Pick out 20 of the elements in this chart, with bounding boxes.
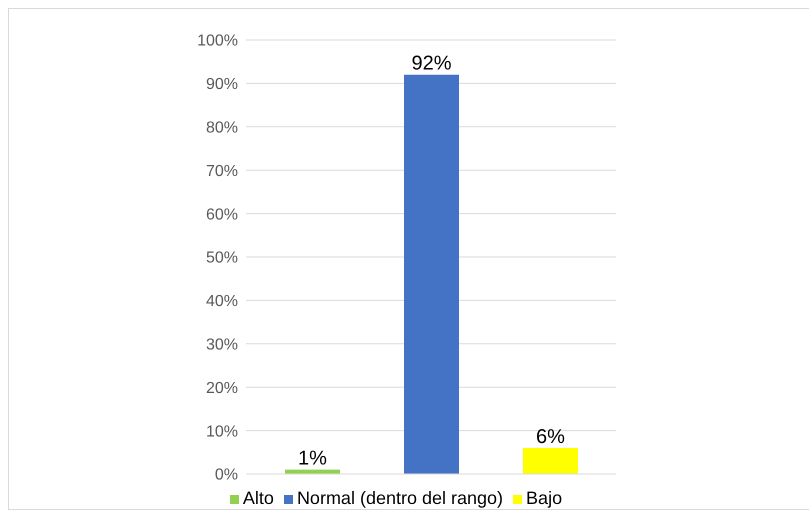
y-tick-label: 30% (206, 336, 238, 354)
bar (523, 448, 578, 474)
bar (285, 470, 340, 474)
y-tick-label: 0% (214, 466, 238, 484)
y-tick-label: 20% (206, 380, 238, 397)
legend-label: Bajo (526, 488, 562, 508)
y-tick-label: 10% (206, 423, 238, 440)
y-tick-label: 90% (206, 76, 238, 94)
bar (404, 74, 459, 474)
legend-label: Normal (dentro del rango) (296, 488, 504, 508)
y-tick-label: 100% (197, 32, 238, 50)
data-label: 92% (411, 52, 452, 75)
y-tick-label: 40% (206, 293, 238, 310)
y-tick-label: 80% (206, 119, 238, 136)
y-tick-label: 60% (206, 206, 238, 224)
y-tick-label: 50% (206, 250, 238, 267)
y-tick-label: 70% (206, 162, 238, 180)
data-label: 1% (298, 448, 328, 470)
legend-label: Alto (242, 488, 274, 508)
data-label: 6% (536, 426, 566, 448)
